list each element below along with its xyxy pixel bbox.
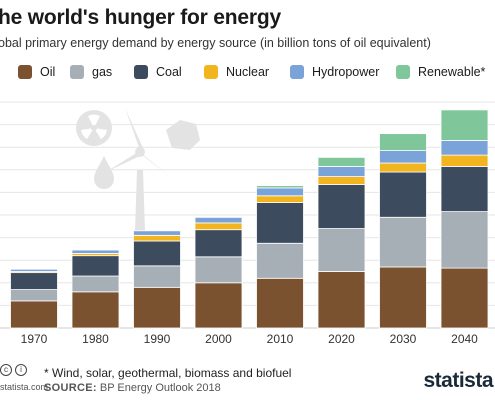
bar-renewable-2000 bbox=[194, 216, 243, 218]
chart-subtitle: obal primary energy demand by energy sou… bbox=[0, 36, 431, 50]
bar-hydropower-2000 bbox=[194, 216, 243, 224]
bar-hydropower-2030 bbox=[379, 150, 427, 164]
legend-swatch-coal bbox=[134, 65, 148, 79]
footnote: * Wind, solar, geothermal, biomass and b… bbox=[44, 366, 292, 380]
legend-swatch-hydropower bbox=[290, 65, 304, 79]
bar-hydropower-1970 bbox=[10, 268, 58, 272]
bar-renewable-2040 bbox=[440, 109, 489, 141]
bar-gas-2010 bbox=[256, 242, 304, 279]
legend-item-coal: Coal bbox=[134, 63, 182, 81]
bar-coal-1990 bbox=[133, 240, 181, 267]
bar-coal-2020 bbox=[317, 184, 366, 229]
chart-title: he world's hunger for energy bbox=[0, 6, 281, 29]
coal-lump-icon bbox=[166, 120, 200, 150]
bar-coal-1970 bbox=[10, 272, 58, 290]
bar-gas-1990 bbox=[133, 265, 181, 288]
bar-coal-2010 bbox=[256, 202, 304, 244]
bar-oil-1980 bbox=[71, 291, 120, 329]
bar-renewable-2010 bbox=[256, 185, 304, 189]
legend-item-hydropower: Hydropower bbox=[290, 63, 379, 81]
bar-renewable-2020 bbox=[317, 156, 366, 167]
bar-gas-2040 bbox=[440, 211, 489, 269]
bar-gas-2020 bbox=[317, 228, 366, 272]
bar-oil-2030 bbox=[379, 266, 427, 329]
bar-oil-2000 bbox=[194, 282, 243, 329]
bar-hydropower-2010 bbox=[256, 187, 304, 197]
legend-item-nuclear: Nuclear bbox=[204, 63, 269, 81]
legend-label-hydropower: Hydropower bbox=[312, 65, 380, 79]
bar-nuclear-1990 bbox=[133, 234, 181, 242]
bar-hydropower-2040 bbox=[440, 140, 489, 156]
bar-oil-2010 bbox=[256, 277, 304, 329]
brand-logo: statista bbox=[423, 369, 493, 392]
x-tick-label-1980: 1980 bbox=[82, 332, 109, 346]
source-value: BP Energy Outlook 2018 bbox=[99, 382, 221, 394]
bar-stacks bbox=[10, 109, 489, 329]
legend-swatch-nuclear bbox=[204, 65, 218, 79]
bar-nuclear-2040 bbox=[440, 154, 489, 167]
legend-item-gas: gas bbox=[70, 63, 112, 81]
bar-gas-1970 bbox=[10, 289, 58, 302]
legend-swatch-oil bbox=[18, 65, 32, 79]
bar-nuclear-2010 bbox=[256, 195, 304, 203]
bar-nuclear-2020 bbox=[317, 176, 366, 185]
x-tick-label-1990: 1990 bbox=[144, 332, 171, 346]
x-tick-label-2020: 2020 bbox=[328, 332, 355, 346]
bar-oil-2040 bbox=[440, 267, 489, 329]
legend-label-gas: gas bbox=[92, 65, 113, 79]
bar-gas-2030 bbox=[379, 216, 427, 268]
bar-renewable-2030 bbox=[379, 133, 427, 151]
site-link[interactable]: statista.com bbox=[0, 382, 49, 392]
x-tick-label-1970: 1970 bbox=[21, 332, 48, 346]
wind-turbine-icon bbox=[106, 108, 172, 232]
bar-gas-2000 bbox=[194, 256, 243, 284]
x-tick-label-2030: 2030 bbox=[390, 332, 417, 346]
cc-license-icon: c bbox=[0, 364, 12, 376]
legend-label-oil: Oil bbox=[40, 65, 56, 79]
bar-oil-2020 bbox=[317, 271, 366, 329]
legend: Oil gas Coal Nuclear Hydropower Renewabl… bbox=[0, 63, 495, 81]
bar-oil-1990 bbox=[133, 286, 181, 329]
bar-hydropower-1980 bbox=[71, 249, 120, 254]
source-line: SOURCE: BP Energy Outlook 2018 bbox=[44, 382, 221, 394]
bar-coal-2030 bbox=[379, 171, 427, 218]
bar-gas-1980 bbox=[71, 275, 120, 293]
bar-hydropower-1990 bbox=[133, 230, 181, 236]
bar-coal-2040 bbox=[440, 166, 489, 213]
legend-item-oil: Oil bbox=[18, 63, 55, 81]
bar-coal-1980 bbox=[71, 255, 120, 277]
bar-oil-1970 bbox=[10, 300, 58, 329]
bar-nuclear-2000 bbox=[194, 222, 243, 231]
bar-hydropower-2020 bbox=[317, 166, 366, 177]
legend-label-nuclear: Nuclear bbox=[226, 65, 270, 79]
x-tick-label-2000: 2000 bbox=[205, 332, 232, 346]
x-tick-label-2010: 2010 bbox=[267, 332, 294, 346]
energy-icons bbox=[76, 108, 200, 232]
legend-item-renewable: Renewable* bbox=[396, 63, 485, 81]
legend-label-coal: Coal bbox=[156, 65, 182, 79]
source-key: SOURCE: bbox=[44, 382, 97, 394]
x-tick-label-2040: 2040 bbox=[451, 332, 478, 346]
x-axis-ticks: 1970 1980 1990 2000 2010 2020 2030 2040 bbox=[21, 332, 479, 346]
license-icons: c i bbox=[0, 364, 27, 376]
bar-nuclear-2030 bbox=[379, 162, 427, 173]
info-icon: i bbox=[15, 364, 27, 376]
oil-drop-icon bbox=[94, 156, 114, 189]
radiation-icon bbox=[76, 110, 112, 146]
legend-swatch-renewable bbox=[396, 65, 410, 79]
legend-swatch-gas bbox=[70, 65, 84, 79]
legend-label-renewable: Renewable* bbox=[418, 65, 486, 79]
bar-coal-2000 bbox=[194, 229, 243, 258]
